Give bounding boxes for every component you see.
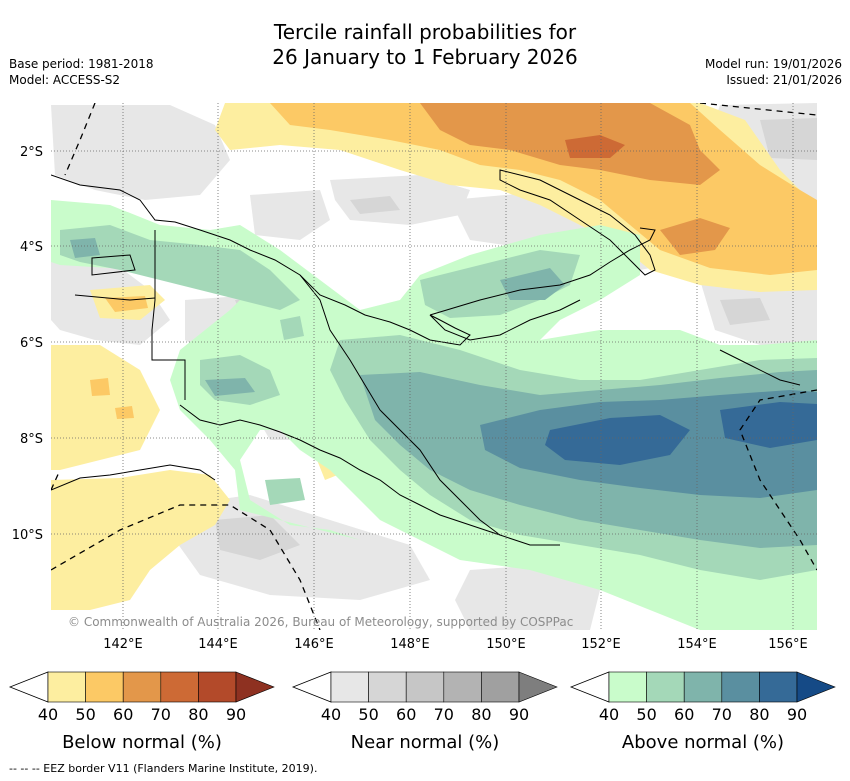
above-normal-swatch-2 [683,671,723,703]
near-normal-swatch-3 [443,671,482,703]
near-normal-tick-label: 40 [321,705,341,724]
below-normal-over-triangle [235,671,275,703]
above-normal-tick-label: 90 [787,705,807,724]
lat-label-10s: 10°S [12,528,43,543]
below-normal-swatch-3 [160,671,199,703]
map-title: Tercile rainfall probabilities for 26 Ja… [0,20,850,70]
near-normal-under-triangle [291,671,332,703]
eez-border-w [51,469,61,491]
near-normal-over-triangle [518,671,558,703]
below-normal-tick-label: 80 [188,705,208,724]
below-normal-tick-label: 70 [151,705,171,724]
lat-label-6s: 6°S [20,336,43,351]
above-normal-swatch-3 [721,671,760,703]
above-normal-under-triangle [569,671,610,703]
coastline-east [299,274,501,536]
bougainville [719,349,801,386]
above-normal-swatch-4 [759,671,798,703]
lat-label-2s: 2°S [20,145,43,160]
coastline-north [51,174,471,346]
near-normal-swatch-4 [481,671,520,703]
eez-border-ne [699,103,817,116]
lon-label-156e: 156°E [768,637,808,652]
below-normal-tick-label: 60 [113,705,133,724]
below-normal-tick-label: 90 [226,705,246,724]
border-box [91,254,136,276]
cape-york-coast [51,464,216,491]
model-text: Model: ACCESS-S2 [9,73,121,87]
new-britain-south [429,299,581,341]
title-line-2: 26 January to 1 February 2026 [272,45,578,69]
new-britain-coast [429,227,656,316]
copyright-text: © Commonwealth of Australia 2026, Bureau… [68,615,573,629]
near-normal-tick-label: 90 [509,705,529,724]
lon-label-144e: 144°E [198,637,238,652]
above-normal-over-triangle [796,671,836,703]
near-normal-tick-label: 60 [396,705,416,724]
lon-label-142e: 142°E [103,637,143,652]
title-line-1: Tercile rainfall probabilities for [273,20,577,44]
near-normal-colorbar: 40 50 60 70 80 90 Near normal (%) [291,671,558,753]
near-normal-swatch-0 [330,671,369,703]
gridlines [51,103,817,630]
eez-border-sw [51,504,321,630]
above-normal-regions [51,200,817,630]
coastlines [51,169,801,546]
lon-label-146e: 146°E [294,637,334,652]
coastline-south [179,404,560,546]
longitude-labels: 142°E 144°E 146°E 148°E 150°E 152°E 154°… [103,637,808,652]
border-line [151,230,186,400]
eez-borders [51,103,817,630]
above-normal-colorbar-label: Above normal (%) [622,732,784,753]
below-normal-under-triangle [8,671,49,703]
lon-label-150e: 150°E [486,637,526,652]
near-normal-swatch-1 [368,671,407,703]
lon-label-152e: 152°E [581,637,621,652]
above-normal-tick-label: 70 [712,705,732,724]
below-normal-swatch-0 [47,671,86,703]
above-normal-tick-label: 50 [636,705,656,724]
above-normal-tick-label: 80 [749,705,769,724]
map-panel: © Commonwealth of Australia 2026, Bureau… [51,103,817,630]
lat-label-8s: 8°S [20,432,43,447]
latitude-labels: 2°S 4°S 6°S 8°S 10°S [12,145,43,543]
above-normal-swatch-1 [646,671,685,703]
base-period-text: Base period: 1981-2018 [9,57,154,71]
eez-border-se [739,389,817,571]
above-normal-tick-label: 40 [599,705,619,724]
lon-label-154e: 154°E [677,637,717,652]
below-normal-tick-label: 40 [38,705,58,724]
near-normal-swatch-2 [405,671,445,703]
eez-border-nw [64,103,96,176]
near-normal-tick-label: 80 [471,705,491,724]
lat-label-4s: 4°S [20,240,43,255]
new-ireland [499,169,656,276]
eez-footnote: -- -- -- EEZ border V11 (Flanders Marine… [9,762,318,775]
near-normal-colorbar-label: Near normal (%) [351,732,500,753]
below-normal-swatch-1 [85,671,124,703]
near-normal-tick-label: 70 [434,705,454,724]
meta-left: Base period: 1981-2018 Model: ACCESS-S2 [9,56,154,88]
above-normal-tick-label: 60 [674,705,694,724]
issued-text: Issued: 21/01/2026 [726,73,842,87]
below-normal-swatch-2 [122,671,162,703]
province-border [74,294,156,301]
below-normal-tick-label: 50 [75,705,95,724]
model-run-text: Model run: 19/01/2026 [704,57,842,71]
below-normal-swatch-4 [198,671,237,703]
below-normal-colorbar-label: Below normal (%) [62,732,222,753]
above-normal-swatch-0 [608,671,647,703]
near-normal-tick-label: 50 [358,705,378,724]
lon-label-148e: 148°E [390,637,430,652]
meta-right: Model run: 19/01/2026 Issued: 21/01/2026 [705,56,842,88]
